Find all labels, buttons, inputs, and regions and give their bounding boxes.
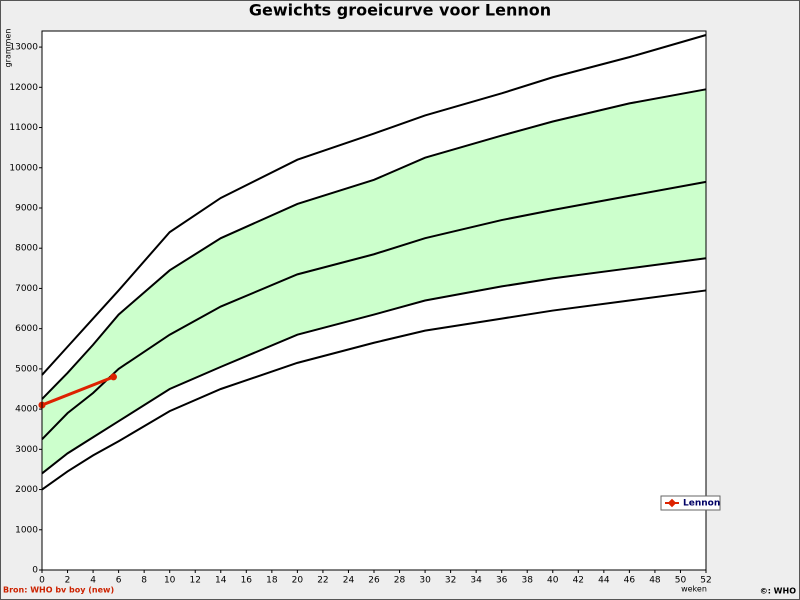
x-tick-label: 32 bbox=[445, 576, 456, 586]
x-tick-label: 34 bbox=[470, 576, 482, 586]
x-tick-label: 6 bbox=[116, 576, 122, 586]
copyright-note: ©: WHO bbox=[760, 587, 797, 596]
y-tick-label: 3000 bbox=[15, 445, 38, 455]
legend-marker bbox=[667, 498, 677, 508]
y-tick-label: 13000 bbox=[9, 43, 38, 53]
y-tick-label: 2000 bbox=[15, 485, 38, 495]
x-tick-label: 24 bbox=[343, 576, 355, 586]
y-tick-label: 9000 bbox=[15, 203, 38, 213]
x-tick-label: 2 bbox=[65, 576, 71, 586]
y-tick-label: 10000 bbox=[9, 163, 38, 173]
x-tick-label: 46 bbox=[624, 576, 636, 586]
series-line bbox=[41, 88, 707, 400]
x-tick-label: 8 bbox=[141, 576, 147, 586]
x-tick-label: 48 bbox=[649, 576, 661, 586]
x-tick-label: 42 bbox=[573, 576, 584, 586]
series-line bbox=[41, 180, 707, 440]
x-tick-label: 26 bbox=[368, 576, 380, 586]
x-tick-label: 52 bbox=[700, 576, 711, 586]
x-tick-label: 44 bbox=[598, 576, 610, 586]
legend-box bbox=[660, 495, 721, 511]
x-tick-label: 4 bbox=[90, 576, 96, 586]
x-tick-label: 40 bbox=[547, 576, 559, 586]
series-line bbox=[41, 289, 707, 491]
x-tick-label: 50 bbox=[675, 576, 687, 586]
series-line bbox=[41, 257, 707, 475]
x-tick-label: 38 bbox=[522, 576, 534, 586]
y-tick-label: 11000 bbox=[9, 123, 38, 133]
y-tick-label: 1000 bbox=[15, 525, 38, 535]
x-tick-label: 16 bbox=[241, 576, 253, 586]
y-tick-label: 4000 bbox=[15, 405, 38, 415]
x-tick-label: 20 bbox=[292, 576, 304, 586]
y-tick-label: 12000 bbox=[9, 83, 38, 93]
x-tick-label: 14 bbox=[215, 576, 227, 586]
x-tick-label: 28 bbox=[394, 576, 406, 586]
legend-label: Lennon bbox=[683, 499, 720, 509]
x-axis-label: weken bbox=[681, 585, 707, 594]
y-tick-label: 0 bbox=[32, 566, 38, 576]
band bbox=[42, 89, 706, 474]
x-tick-label: 22 bbox=[317, 576, 328, 586]
x-tick-label: 30 bbox=[419, 576, 431, 586]
y-tick-label: 8000 bbox=[15, 244, 38, 254]
y-tick-label: 7000 bbox=[15, 284, 38, 294]
plot-border bbox=[41, 30, 707, 571]
y-axis-label: grammen bbox=[4, 29, 13, 68]
x-tick-label: 36 bbox=[496, 576, 508, 586]
x-tick-label: 0 bbox=[39, 576, 45, 586]
data-point bbox=[110, 373, 118, 381]
series-line bbox=[41, 375, 115, 407]
chart-title: Gewichts groeicurve voor Lennon bbox=[249, 1, 551, 20]
source-note: Bron: WHO bv boy (new) bbox=[3, 586, 114, 595]
y-tick-label: 6000 bbox=[15, 324, 38, 334]
series-line bbox=[41, 34, 707, 376]
x-tick-label: 18 bbox=[266, 576, 278, 586]
y-tick-label: 5000 bbox=[15, 364, 38, 374]
x-tick-label: 10 bbox=[164, 576, 176, 586]
x-tick-label: 12 bbox=[190, 576, 201, 586]
